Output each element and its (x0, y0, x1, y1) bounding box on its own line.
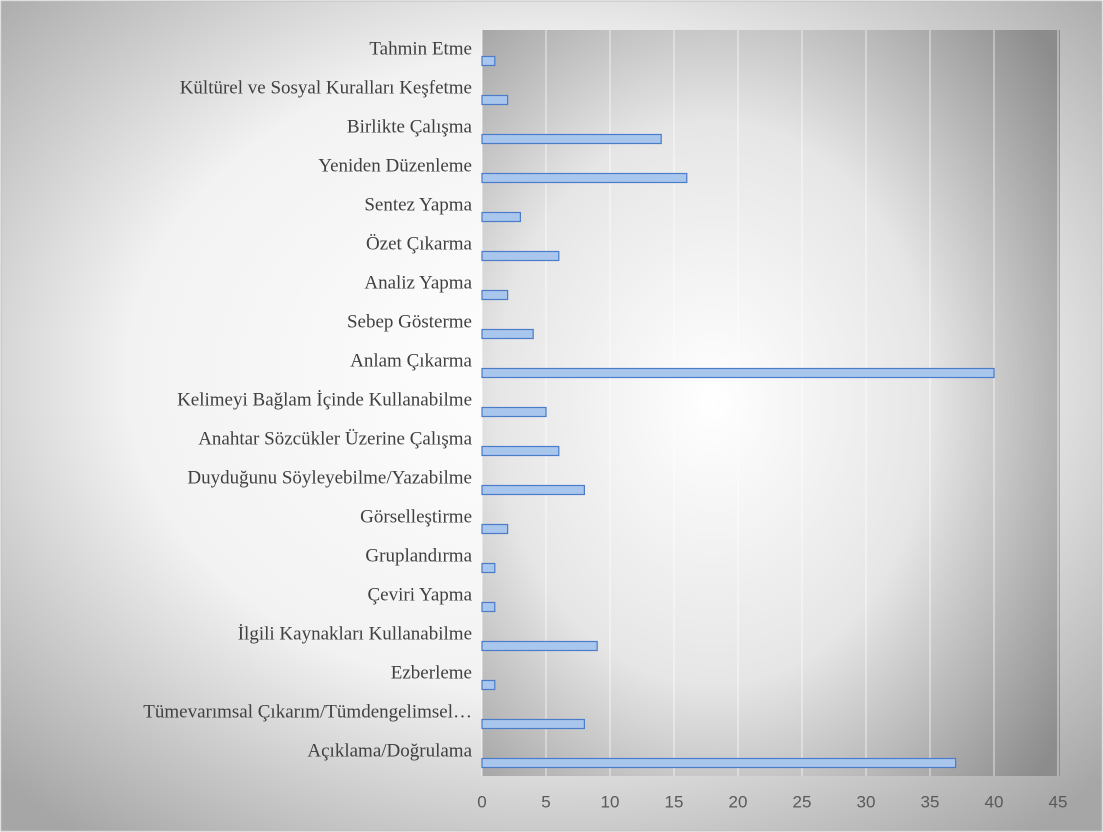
bar (481, 523, 509, 535)
bar (481, 250, 560, 262)
bar (481, 562, 496, 574)
x-tick-label: 25 (793, 792, 812, 811)
x-tick-label: 30 (857, 792, 876, 811)
bar (481, 601, 496, 613)
y-tick-label: Anlam Çıkarma (350, 350, 472, 371)
x-tick-label: 15 (665, 792, 684, 811)
bar (481, 289, 509, 301)
y-tick-label: Sentez Yapma (364, 194, 472, 215)
y-tick-label: Açıklama/Doğrulama (307, 740, 472, 761)
bar (481, 55, 496, 67)
y-tick-label: Çeviri Yapma (368, 584, 473, 605)
bar (481, 328, 534, 340)
y-tick-label: Birlikte Çalışma (347, 116, 473, 137)
bar (481, 133, 662, 145)
x-tick-label: 40 (985, 792, 1004, 811)
x-tick-label: 0 (477, 792, 486, 811)
y-tick-label: Kültürel ve Sosyal Kuralları Keşfetme (180, 77, 472, 98)
bar (481, 484, 586, 496)
bar (481, 718, 586, 730)
y-tick-label: Sebep Gösterme (347, 311, 472, 332)
x-tick-label: 5 (541, 792, 550, 811)
bar (481, 679, 496, 691)
bar (481, 367, 995, 379)
y-tick-label: Tümevarımsal Çıkarım/Tümdengelimsel… (143, 701, 472, 722)
y-tick-label: Yeniden Düzenleme (318, 155, 472, 176)
y-tick-label: İlgili Kaynakları Kullanabilme (238, 623, 472, 644)
bar (481, 211, 522, 223)
bar (481, 172, 688, 184)
y-tick-label: Görselleştirme (360, 506, 472, 527)
y-tick-label: Ezberleme (391, 662, 472, 683)
y-tick-label: Duyduğunu Söyleyebilme/Yazabilme (187, 467, 472, 488)
x-tick-label: 35 (921, 792, 940, 811)
y-tick-label: Tahmin Etme (369, 38, 472, 59)
y-tick-label: Kelimeyi Bağlam İçinde Kullanabilme (177, 389, 472, 410)
y-tick-label: Gruplandırma (365, 545, 472, 566)
y-tick-label: Analiz Yapma (364, 272, 472, 293)
plot-area (482, 30, 1060, 776)
bar (481, 445, 560, 457)
bar (481, 94, 509, 106)
bar (481, 406, 547, 418)
x-tick-label: 10 (601, 792, 620, 811)
y-tick-label: Özet Çıkarma (366, 233, 473, 254)
bar (481, 640, 598, 652)
y-tick-label: Anahtar Sözcükler Üzerine Çalışma (198, 428, 472, 449)
x-tick-label: 20 (729, 792, 748, 811)
x-tick-label: 45 (1049, 792, 1068, 811)
bar (481, 757, 957, 769)
